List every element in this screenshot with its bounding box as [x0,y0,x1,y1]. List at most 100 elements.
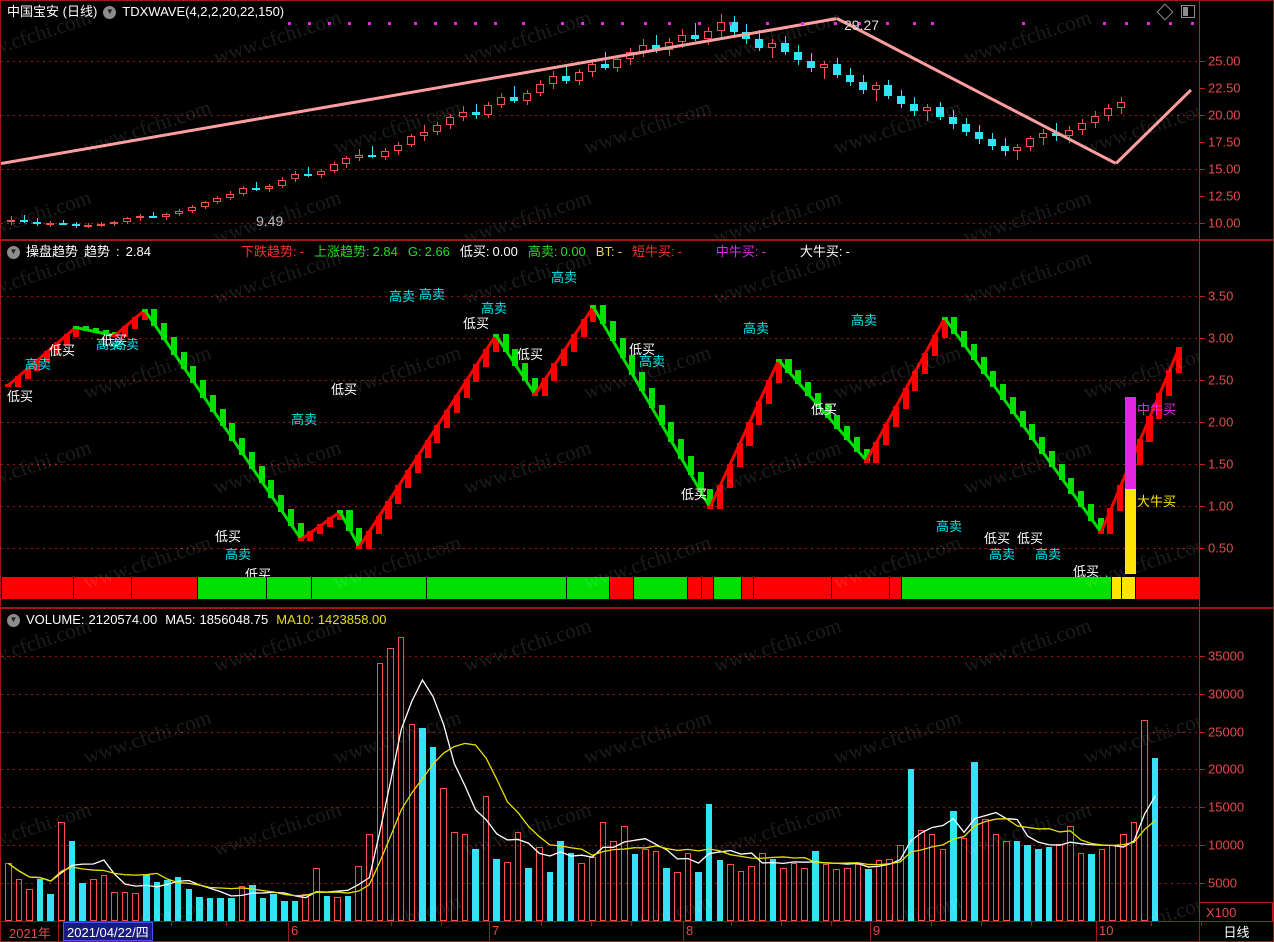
ribbon-segment[interactable] [1,577,73,599]
wave-bar [707,489,714,509]
wave-bar [883,424,890,445]
ribbon-segment[interactable] [1111,577,1121,599]
date-minor-tick [591,922,592,926]
axis-tick: 25000 [1208,724,1245,740]
wave-title[interactable]: 操盘趋势 [26,244,79,259]
volume-bar [472,849,479,921]
ribbon-segment[interactable] [566,577,609,599]
axis-tickmark [1200,731,1205,733]
low-buy-label: 低买 [49,344,76,359]
volume-bar [355,865,363,921]
axis-tick: 10.00 [1208,215,1241,231]
ribbon-segment[interactable] [741,577,753,599]
ribbon-segment[interactable] [713,577,741,599]
axis-tickmark [1200,807,1205,809]
ribbon-segment[interactable] [73,577,131,599]
ribbon-segment[interactable] [311,577,426,599]
high-sell-label: 高卖 [25,358,52,373]
wave-bar [570,334,577,352]
volume-bar [535,846,543,921]
candle-body [136,216,145,219]
ribbon-segment[interactable] [1135,577,1199,599]
indicator-title[interactable]: TDXWAVE(4,2,2,20,22,150) [122,4,285,19]
ribbon-segment[interactable] [426,577,566,599]
candle-body [936,107,945,117]
window-icon[interactable] [1181,5,1195,18]
chevron-down-icon[interactable]: ▼ [7,613,20,627]
ribbon-segment[interactable] [1121,577,1135,599]
ribbon-segment[interactable] [197,577,266,599]
price-marker-dot [1191,22,1194,25]
date-minor-tick [226,922,227,926]
ribbon-segment[interactable] [901,577,1111,599]
wave-bar [687,455,694,476]
wave-bar [541,378,548,396]
wave-bar [53,342,60,354]
candle-body [755,38,764,48]
gridline [1,693,1199,695]
price-marker-dot [474,22,477,25]
trendline [1,17,838,166]
volume-bar [132,892,139,921]
volume-bar [992,833,1000,921]
date-minor-tick [541,922,542,926]
volume-bar [1141,720,1148,921]
ribbon-segment[interactable] [131,577,197,599]
volume-bar [599,822,607,921]
ribbon-segment[interactable] [889,577,901,599]
wave-bar [902,388,909,410]
ribbon-segment[interactable] [701,577,713,599]
date-minor-tick [781,922,782,926]
regime-ribbon[interactable] [1,577,1199,599]
ribbon-segment[interactable] [266,577,311,599]
axis-tickmark [1200,845,1205,847]
wave-bar [122,325,129,338]
volume-bar [950,811,957,921]
candle-body [1065,129,1074,137]
chevron-down-icon[interactable]: ▼ [103,5,117,19]
wave-bar [424,440,431,459]
wave-bar [531,378,538,396]
candle-body [948,116,957,125]
wave-bar [239,437,246,455]
wave-trace [943,317,1102,534]
price-plot-area[interactable]: www.cfchi.com www.cfchi.com www.cfchi.com w… [1,1,1199,239]
volume-bar [854,864,862,921]
wave-bar [961,330,968,347]
date-minor-tick [981,922,982,926]
date-minor-tick [831,922,832,926]
volume-bar [610,841,617,921]
stock-title[interactable]: 中国宝安 (日线) [7,4,98,19]
ribbon-segment[interactable] [753,577,831,599]
price-marker-dot [1169,22,1172,25]
ribbon-segment[interactable] [633,577,687,599]
period-label[interactable]: 日线 [1199,922,1273,941]
ma5-value: 1856048.75 [199,612,269,627]
volume-bar [875,860,883,921]
wave-bar [463,379,470,398]
low-buy-label: 低买 [215,530,242,545]
candle-wick [656,34,658,53]
candle-body [910,103,919,112]
wave-bar [931,335,938,356]
volume-plot-area[interactable]: www.cfchi.com www.cfchi.com www.cfchi.com w… [1,609,1199,921]
high-sell-label: 高卖 [225,548,252,563]
wave-bar [141,308,148,321]
wave-bar [200,380,207,398]
selected-date-badge[interactable]: 2021/04/22/四 [63,922,153,941]
axis-tick: 17.50 [1208,134,1241,150]
ribbon-segment[interactable] [687,577,701,599]
gridline [1,380,1199,382]
wave-bar [746,422,753,446]
date-axis[interactable]: 2021年 2021/04/22/四 日线 6 7 8 9 10 [0,922,1274,942]
ribbon-segment[interactable] [831,577,889,599]
wave-bar [34,359,41,371]
volume-bar [812,851,819,921]
chevron-down-icon[interactable]: ▼ [7,245,20,259]
diamond-icon[interactable] [1156,3,1174,20]
wave-plot-area[interactable]: www.cfchi.com www.cfchi.com www.cfchi.com w… [1,241,1199,607]
low-buy-label: 低买 [331,383,358,398]
price-marker-dot [414,22,417,25]
legend-label: BT: [595,244,615,259]
axis-tickmark [1200,769,1205,771]
